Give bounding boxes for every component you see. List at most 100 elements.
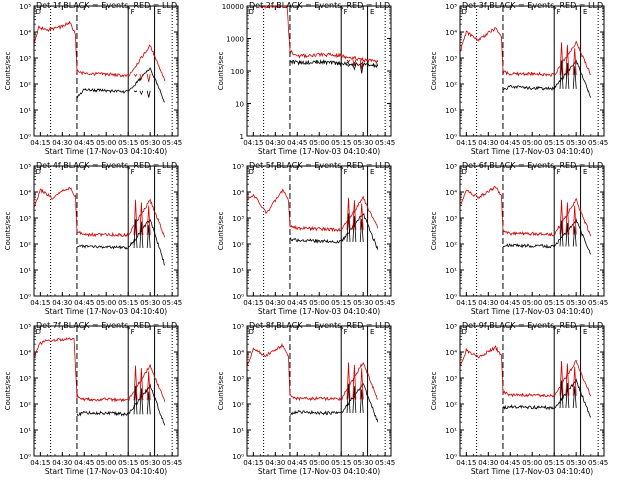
det9f-panel: 10⁰ 10¹ 10² 10³ 10⁴ 10⁵ 04:15 04:30 04:45 05:00 05…: [426, 320, 639, 480]
x-tick-label: 04:15: [456, 139, 476, 147]
y-axis-label: Counts/sec: [430, 52, 438, 91]
spike-mark: [565, 223, 570, 247]
x-tick-label: 05:30: [353, 139, 373, 147]
y-tick-label: 10⁴: [19, 189, 31, 197]
x-tick-label: 05:30: [140, 299, 160, 307]
y-tick-label: 10⁴: [19, 29, 31, 37]
y-tick-label: 10²: [19, 241, 31, 249]
spike-mark: [346, 213, 351, 242]
x-tick-label: 05:45: [162, 299, 182, 307]
plot-frame: [33, 5, 179, 137]
y-tick-label: 10⁰: [19, 293, 31, 301]
y-tick-label: 10³: [445, 55, 457, 63]
y-axis-label: Counts/sec: [4, 212, 12, 251]
x-tick-label: 05:00: [309, 139, 329, 147]
x-tick-label: 05:30: [353, 299, 373, 307]
x-tick-label: 05:15: [118, 299, 138, 307]
spike-mark: [559, 60, 564, 89]
marker-label: F: [344, 8, 348, 16]
y-axis-label: Counts/sec: [217, 212, 225, 251]
spike-mark: [133, 219, 138, 249]
marker-label: E: [370, 8, 374, 16]
y-tick-label: 10⁰: [445, 133, 457, 141]
y-axis-label: Counts/sec: [217, 372, 225, 411]
y-tick-label: 10¹: [19, 107, 31, 115]
y-tick-label: 10⁰: [445, 453, 457, 461]
spike-mark: [359, 59, 364, 70]
plot-frame: [33, 325, 179, 457]
y-tick-label: 10⁰: [19, 133, 31, 141]
y-tick-label: 10³: [232, 215, 244, 223]
marker-label: D: [248, 8, 253, 16]
x-tick-label: 05:00: [96, 459, 116, 467]
y-tick-label: 10⁵: [445, 323, 457, 331]
spike-mark: [133, 385, 138, 415]
marker-label: D: [461, 168, 466, 176]
y-tick-label: 10⁴: [19, 349, 31, 357]
y-axis-label: Counts/sec: [430, 212, 438, 251]
spike-mark: [359, 203, 364, 230]
spike-mark: [146, 74, 151, 83]
plot-frame: [33, 165, 179, 297]
det3f-panel: 10⁰ 10¹ 10² 10³ 10⁴ 10⁵ 04:15 04:30 04:45 05:00 05…: [426, 0, 639, 160]
spike-mark: [572, 205, 577, 235]
x-tick-label: 04:30: [52, 299, 72, 307]
x-tick-label: 05:00: [522, 459, 542, 467]
spike-mark: [139, 73, 144, 80]
x-tick-label: 05:00: [96, 139, 116, 147]
x-tick-label: 05:30: [353, 459, 373, 467]
x-axis-label: Start Time (17-Nov-03 04:10:40): [471, 147, 593, 156]
events-series-line: [76, 383, 166, 426]
y-tick-label: 10¹: [232, 267, 244, 275]
y-tick-label: 10¹: [445, 267, 457, 275]
panel-title: Det 7f BLACK = Events, RED = LLD: [36, 321, 177, 330]
y-tick-label: 10000: [222, 3, 244, 11]
y-tick-label: 10²: [445, 401, 457, 409]
y-tick-label: 10⁵: [19, 3, 31, 11]
marker-label: E: [157, 8, 161, 16]
y-tick-label: 10³: [232, 375, 244, 383]
spike-mark: [352, 364, 357, 400]
x-tick-label: 05:45: [375, 459, 395, 467]
marker-label: F: [131, 8, 135, 16]
x-axis-label: Start Time (17-Nov-03 04:10:40): [258, 147, 380, 156]
marker-label: D: [248, 328, 253, 336]
x-tick-label: 04:45: [500, 299, 520, 307]
marker-label: D: [35, 168, 40, 176]
spike-mark: [133, 90, 138, 93]
panel-title: Det 8f BLACK = Events, RED = LLD: [249, 321, 390, 330]
events-series-line: [76, 67, 165, 103]
x-tick-label: 04:15: [243, 139, 263, 147]
y-tick-label: 10⁰: [232, 453, 244, 461]
lld-series-line: [34, 187, 166, 238]
x-tick-label: 05:30: [566, 299, 586, 307]
y-tick-label: 10²: [445, 81, 457, 89]
x-tick-label: 05:15: [331, 139, 351, 147]
y-tick-label: 10⁰: [232, 293, 244, 301]
y-tick-label: 10¹: [445, 427, 457, 435]
x-tick-label: 05:45: [375, 139, 395, 147]
spike-mark: [572, 366, 577, 396]
spike-mark: [352, 215, 357, 242]
x-tick-label: 04:45: [287, 139, 307, 147]
x-tick-label: 04:15: [30, 299, 50, 307]
marker-label: F: [131, 328, 135, 336]
x-tick-label: 05:00: [96, 299, 116, 307]
marker-label: F: [344, 328, 348, 336]
marker-label: F: [557, 328, 561, 336]
spike-mark: [572, 66, 577, 89]
y-tick-label: 10³: [19, 215, 31, 223]
x-tick-label: 04:45: [287, 459, 307, 467]
marker-label: E: [583, 328, 587, 336]
x-tick-label: 04:30: [52, 459, 72, 467]
spike-mark: [139, 368, 144, 401]
y-tick-label: 10¹: [19, 267, 31, 275]
x-tick-label: 04:30: [265, 139, 285, 147]
y-axis-label: Counts/sec: [430, 372, 438, 411]
x-tick-label: 05:45: [375, 299, 395, 307]
y-tick-label: 10²: [445, 241, 457, 249]
